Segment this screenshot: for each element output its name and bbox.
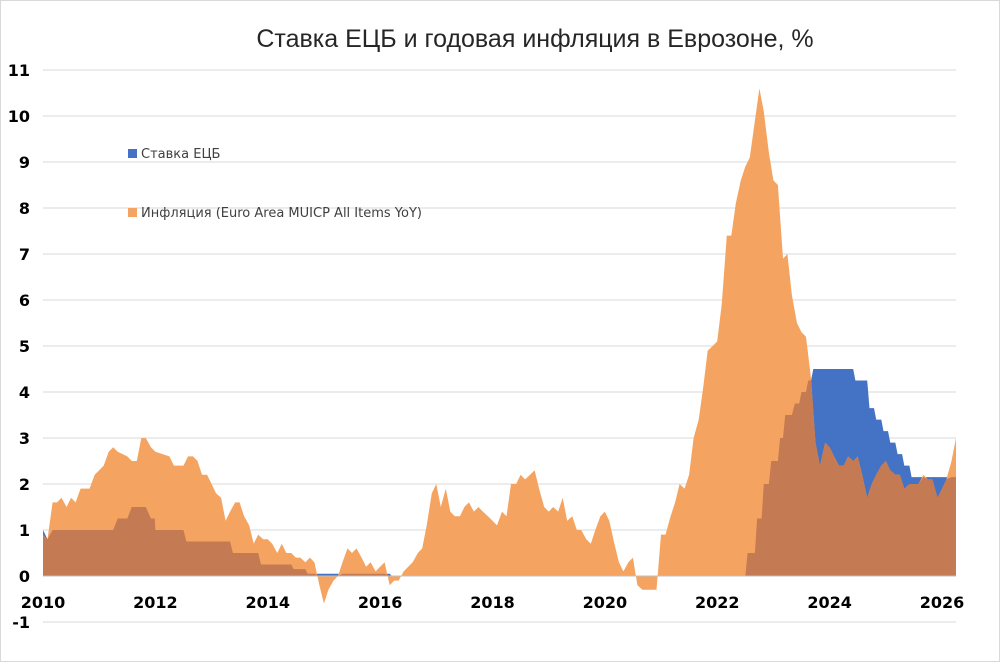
- y-tick-label: 8: [19, 199, 30, 218]
- y-tick-label: 9: [19, 153, 30, 172]
- inflation-area: [43, 88, 956, 604]
- y-axis-ticks: -1 0 1 2 3 4 5 6 7 8 9 10 11: [8, 61, 30, 632]
- plot-areas: [43, 88, 956, 604]
- y-tick-label: 0: [19, 567, 30, 586]
- legend-label-rate: Ставка ЕЦБ: [141, 147, 220, 162]
- legend-swatch-rate: [128, 149, 137, 158]
- y-tick-label: -1: [12, 613, 30, 632]
- x-tick-label: 2024: [807, 593, 852, 612]
- chart-title: Ставка ЕЦБ и годовая инфляция в Еврозоне…: [256, 25, 813, 53]
- y-tick-label: 6: [19, 291, 30, 310]
- y-tick-label: 11: [8, 61, 30, 80]
- legend-label-inflation: Инфляция (Euro Area MUICP All Items YoY): [141, 206, 422, 221]
- x-tick-label: 2018: [470, 593, 515, 612]
- y-tick-label: 3: [19, 429, 30, 448]
- y-tick-label: 10: [8, 107, 30, 126]
- x-tick-label: 2014: [245, 593, 290, 612]
- x-tick-label: 2016: [358, 593, 403, 612]
- legend-swatch-inflation: [128, 208, 137, 217]
- x-tick-label: 2026: [920, 593, 965, 612]
- y-tick-label: 7: [19, 245, 30, 264]
- legend: Ставка ЕЦБ Инфляция (Euro Area MUICP All…: [128, 147, 422, 221]
- x-tick-label: 2022: [695, 593, 740, 612]
- overlap-area: [43, 380, 956, 576]
- y-tick-label: 5: [19, 337, 30, 356]
- y-tick-label: 2: [19, 475, 30, 494]
- x-tick-label: 2012: [133, 593, 178, 612]
- x-tick-label: 2010: [21, 593, 66, 612]
- y-tick-label: 1: [19, 521, 30, 540]
- x-axis-ticks: 2010 2012 2014 2016 2018 2020 2022 2024 2026: [21, 593, 964, 612]
- x-tick-label: 2020: [583, 593, 628, 612]
- y-tick-label: 4: [19, 383, 30, 402]
